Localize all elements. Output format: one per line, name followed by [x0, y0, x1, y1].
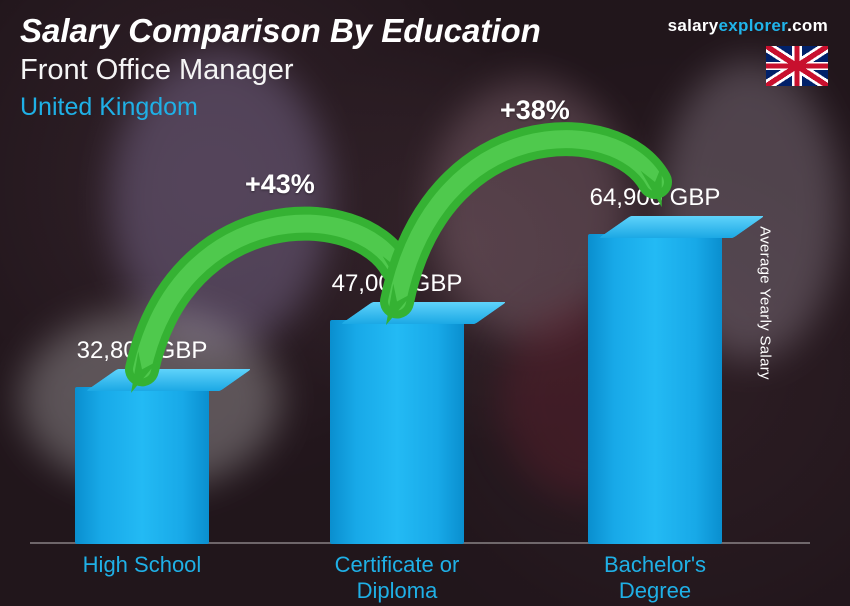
bar-body: [330, 320, 464, 544]
bar-body: [588, 234, 722, 544]
bar-label: High School: [32, 552, 252, 578]
bar-top: [86, 369, 251, 391]
increase-pct: +38%: [500, 95, 570, 126]
bar-label: Bachelor'sDegree: [545, 552, 765, 605]
brand-logo: salaryexplorer.com: [668, 16, 828, 36]
brand-tld: .com: [787, 16, 828, 35]
page-title: Salary Comparison By Education: [20, 12, 541, 50]
job-title: Front Office Manager: [20, 54, 541, 87]
country-name: United Kingdom: [20, 93, 541, 122]
bar-label: Certificate orDiploma: [287, 552, 507, 605]
brand-suffix: explorer: [719, 16, 788, 35]
bar: 64,900 GBPBachelor'sDegree: [588, 234, 722, 544]
bar: 47,000 GBPCertificate orDiploma: [330, 320, 464, 544]
brand-prefix: salary: [668, 16, 719, 35]
salary-bar-chart: 32,800 GBPHigh School47,000 GBPCertifica…: [0, 126, 850, 606]
header: Salary Comparison By Education Front Off…: [20, 12, 541, 122]
bar-value: 47,000 GBP: [297, 270, 497, 298]
bar-value: 32,800 GBP: [42, 337, 242, 365]
uk-flag-icon: [766, 46, 828, 86]
bar-body: [75, 387, 209, 544]
increase-pct: +43%: [245, 169, 315, 200]
bar: 32,800 GBPHigh School: [75, 387, 209, 544]
bar-top: [599, 216, 764, 238]
bar-value: 64,900 GBP: [555, 184, 755, 212]
bar-top: [341, 302, 506, 324]
